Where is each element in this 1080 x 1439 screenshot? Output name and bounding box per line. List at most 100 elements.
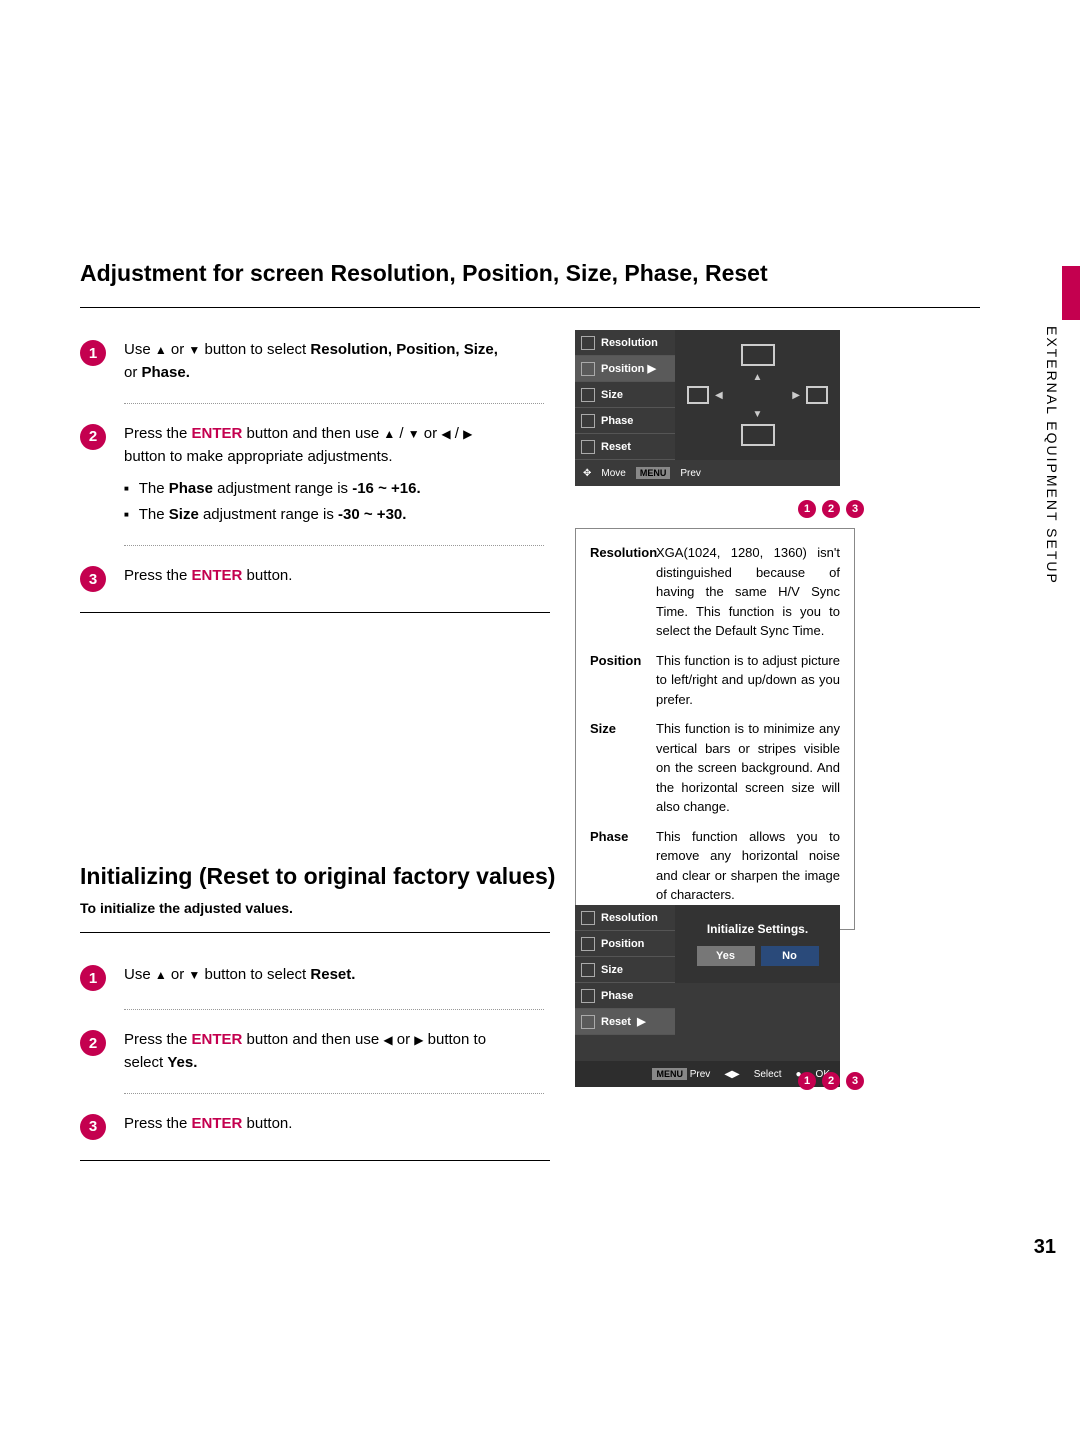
reset-icon [581, 440, 595, 454]
badge-3: 3 [846, 500, 864, 518]
divider [80, 932, 550, 933]
bullet-item: The Phase adjustment range is -16 ~ +16. [124, 476, 472, 502]
down-arrow-icon: ▼ [188, 341, 200, 360]
phase-icon [581, 414, 595, 428]
hint-prev: Prev [690, 1069, 711, 1080]
dialog-title: Initialize Settings. [707, 922, 808, 936]
schematic-box [806, 386, 828, 404]
yes-button[interactable]: Yes [697, 946, 755, 966]
left-arrow-icon: ◀ [383, 1031, 392, 1050]
info-desc: This function is to minimize any vertica… [656, 719, 840, 817]
bullet-item: The Size adjustment range is -30 ~ +30. [124, 502, 472, 528]
reset-icon [581, 1015, 595, 1029]
osd-menu: Resolution Position ▶ Size Phase Reset [575, 330, 675, 460]
left-arrow-icon: ◀ [715, 390, 723, 401]
side-tab [1062, 266, 1080, 320]
phase-icon [581, 989, 595, 1003]
osd-menu-item-selected[interactable]: Reset ▶ [575, 1009, 675, 1035]
page-number: 31 [1034, 1236, 1056, 1259]
info-row: SizeThis function is to minimize any ver… [590, 719, 840, 817]
osd-menu-item[interactable]: Size [575, 382, 675, 408]
osd-menu-item[interactable]: Resolution [575, 330, 675, 356]
info-label: Phase [590, 827, 656, 905]
badge-1: 1 [798, 500, 816, 518]
step-text: Use ▲ or ▼ button to select Resolution, … [124, 338, 498, 385]
schematic-box [741, 424, 775, 446]
hint-move: Move [601, 468, 625, 479]
up-arrow-icon: ▲ [155, 966, 167, 985]
side-section-label: EXTERNAL EQUIPMENT SETUP [1044, 326, 1060, 585]
info-row: PositionThis function is to adjust pictu… [590, 651, 840, 710]
info-label: Resolution [590, 543, 656, 641]
divider-dotted [124, 545, 544, 546]
divider-dotted [124, 1009, 544, 1010]
no-button[interactable]: No [761, 946, 819, 966]
menu-badge: MENU [652, 1068, 687, 1080]
divider [80, 307, 980, 308]
info-row: ResolutionXGA(1024, 1280, 1360) isn't di… [590, 543, 840, 641]
schematic-box [741, 344, 775, 366]
divider [80, 612, 550, 613]
step-badge-3: 3 [80, 566, 106, 592]
osd-menu-item[interactable]: Reset [575, 434, 675, 460]
osd-menu-item[interactable]: Phase [575, 983, 675, 1009]
up-arrow-icon: ▲ [383, 425, 395, 444]
size-icon [581, 388, 595, 402]
divider [80, 1160, 550, 1161]
info-label: Size [590, 719, 656, 817]
step-row: 3 Press the ENTER button. [80, 1112, 980, 1140]
step-reference-badges: 1 2 3 [798, 1072, 864, 1090]
info-label: Position [590, 651, 656, 710]
info-row: PhaseThis function allows you to remove … [590, 827, 840, 905]
step-badge-1: 1 [80, 340, 106, 366]
position-icon [581, 937, 595, 951]
up-arrow-icon: ▲ [155, 341, 167, 360]
osd-preview: ▲ ◀ ▶ ▼ [675, 330, 840, 460]
step-badge-3: 3 [80, 1114, 106, 1140]
osd-menu-item[interactable]: Resolution [575, 905, 675, 931]
dialog-buttons: Yes No [697, 946, 819, 966]
down-arrow-icon: ▼ [188, 966, 200, 985]
step-text: Use ▲ or ▼ button to select Reset. [124, 963, 355, 986]
step-text: Press the ENTER button. [124, 564, 292, 587]
badge-2: 2 [822, 1072, 840, 1090]
hint-prev: Prev [680, 468, 701, 479]
step-badge-1: 1 [80, 965, 106, 991]
osd-panel-position: Resolution Position ▶ Size Phase Reset ▲… [575, 330, 840, 486]
step-reference-badges: 1 2 3 [798, 500, 864, 518]
right-arrow-icon: ▶ [463, 425, 472, 444]
osd-menu-item[interactable]: Position [575, 931, 675, 957]
position-icon [581, 362, 595, 376]
resolution-icon [581, 336, 595, 350]
step-text: Press the ENTER button. [124, 1112, 292, 1135]
down-arrow-icon: ▼ [753, 409, 763, 420]
osd-menu-item[interactable]: Size [575, 957, 675, 983]
badge-2: 2 [822, 500, 840, 518]
step-badge-2: 2 [80, 1030, 106, 1056]
lr-arrow-icon: ◀▶ [724, 1069, 739, 1080]
divider-dotted [124, 403, 544, 404]
up-arrow-icon: ▲ [753, 372, 763, 383]
hint-select: Select [754, 1069, 782, 1080]
right-arrow-icon: ▶ [792, 390, 800, 401]
osd-menu: Resolution Position Size Phase Reset ▶ [575, 905, 675, 1035]
info-box: ResolutionXGA(1024, 1280, 1360) isn't di… [575, 528, 855, 930]
osd-panel-reset: Resolution Position Size Phase Reset ▶ I… [575, 905, 840, 1087]
left-arrow-icon: ◀ [441, 425, 450, 444]
info-desc: This function allows you to remove any h… [656, 827, 840, 905]
step-badge-2: 2 [80, 424, 106, 450]
osd-menu-item-selected[interactable]: Position ▶ [575, 356, 675, 382]
section-title: Adjustment for screen Resolution, Positi… [80, 260, 980, 287]
osd-menu-item[interactable]: Phase [575, 408, 675, 434]
badge-1: 1 [798, 1072, 816, 1090]
step-row: 2 Press the ENTER button and then use ◀ … [80, 1028, 980, 1075]
info-desc: This function is to adjust picture to le… [656, 651, 840, 710]
badge-3: 3 [846, 1072, 864, 1090]
down-arrow-icon: ▼ [408, 425, 420, 444]
divider-dotted [124, 1093, 544, 1094]
step-row: 1 Use ▲ or ▼ button to select Resolution… [80, 338, 980, 385]
step-text: Press the ENTER button and then use ◀ or… [124, 1028, 486, 1075]
right-arrow-icon: ▶ [414, 1031, 423, 1050]
osd-hint-bar: ✥Move MENUPrev [575, 460, 840, 486]
resolution-icon [581, 911, 595, 925]
